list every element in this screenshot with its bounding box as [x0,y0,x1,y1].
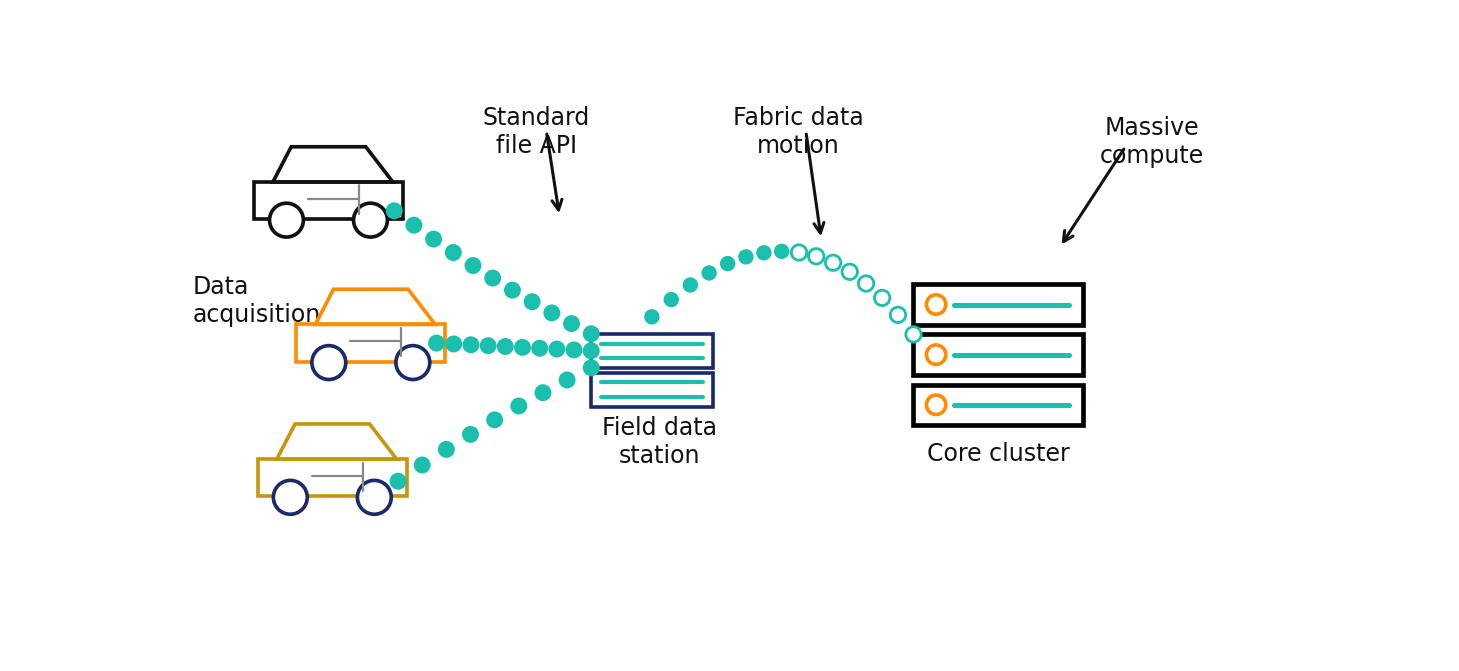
Circle shape [738,249,754,264]
Circle shape [906,327,921,342]
Text: Standard
file API: Standard file API [483,106,589,158]
Circle shape [445,244,463,261]
Circle shape [524,293,541,310]
Circle shape [273,480,308,514]
Circle shape [438,441,455,458]
Text: Massive
compute: Massive compute [1100,116,1205,168]
Circle shape [664,292,678,307]
Circle shape [826,255,840,270]
Circle shape [534,384,552,401]
Circle shape [357,480,391,514]
Circle shape [464,257,481,274]
Circle shape [842,264,858,280]
Bar [591,372,712,407]
Bar [296,325,445,362]
Circle shape [890,307,906,323]
Circle shape [390,473,407,490]
Circle shape [312,346,346,380]
Circle shape [406,217,422,234]
Circle shape [353,203,388,237]
Circle shape [543,305,560,321]
Circle shape [531,340,549,357]
Circle shape [511,397,527,415]
Circle shape [719,256,735,271]
Bar [258,459,407,497]
Circle shape [425,231,442,248]
Circle shape [463,426,479,443]
Text: Field data
station: Field data station [603,416,716,468]
Circle shape [582,359,600,376]
Circle shape [582,325,600,342]
Text: Data
acquisition: Data acquisition [193,275,321,327]
Circle shape [427,335,445,352]
Circle shape [645,309,659,325]
Circle shape [463,336,480,353]
Circle shape [926,395,945,415]
Bar [254,182,403,219]
Circle shape [683,277,697,293]
Circle shape [270,203,303,237]
Circle shape [414,456,430,474]
Circle shape [582,342,600,359]
Circle shape [480,338,496,354]
Circle shape [563,315,581,332]
Circle shape [926,295,945,314]
Bar [591,333,712,368]
Circle shape [549,341,565,358]
Bar [913,285,1083,325]
Circle shape [498,338,514,355]
Circle shape [702,265,716,280]
Circle shape [791,245,807,260]
Circle shape [858,276,874,291]
Circle shape [926,345,945,364]
Text: Fabric data
motion: Fabric data motion [732,106,864,158]
Circle shape [808,249,824,264]
Circle shape [503,282,521,299]
Bar [913,334,1083,375]
Circle shape [484,270,502,287]
Circle shape [385,203,403,219]
Circle shape [486,411,503,428]
Circle shape [514,339,531,356]
Circle shape [445,336,463,352]
Circle shape [773,244,789,259]
Text: Core cluster: Core cluster [926,442,1069,466]
Circle shape [395,346,430,380]
Circle shape [566,342,582,358]
Circle shape [874,290,890,305]
Circle shape [559,372,575,389]
Circle shape [756,245,772,260]
Bar [913,384,1083,425]
